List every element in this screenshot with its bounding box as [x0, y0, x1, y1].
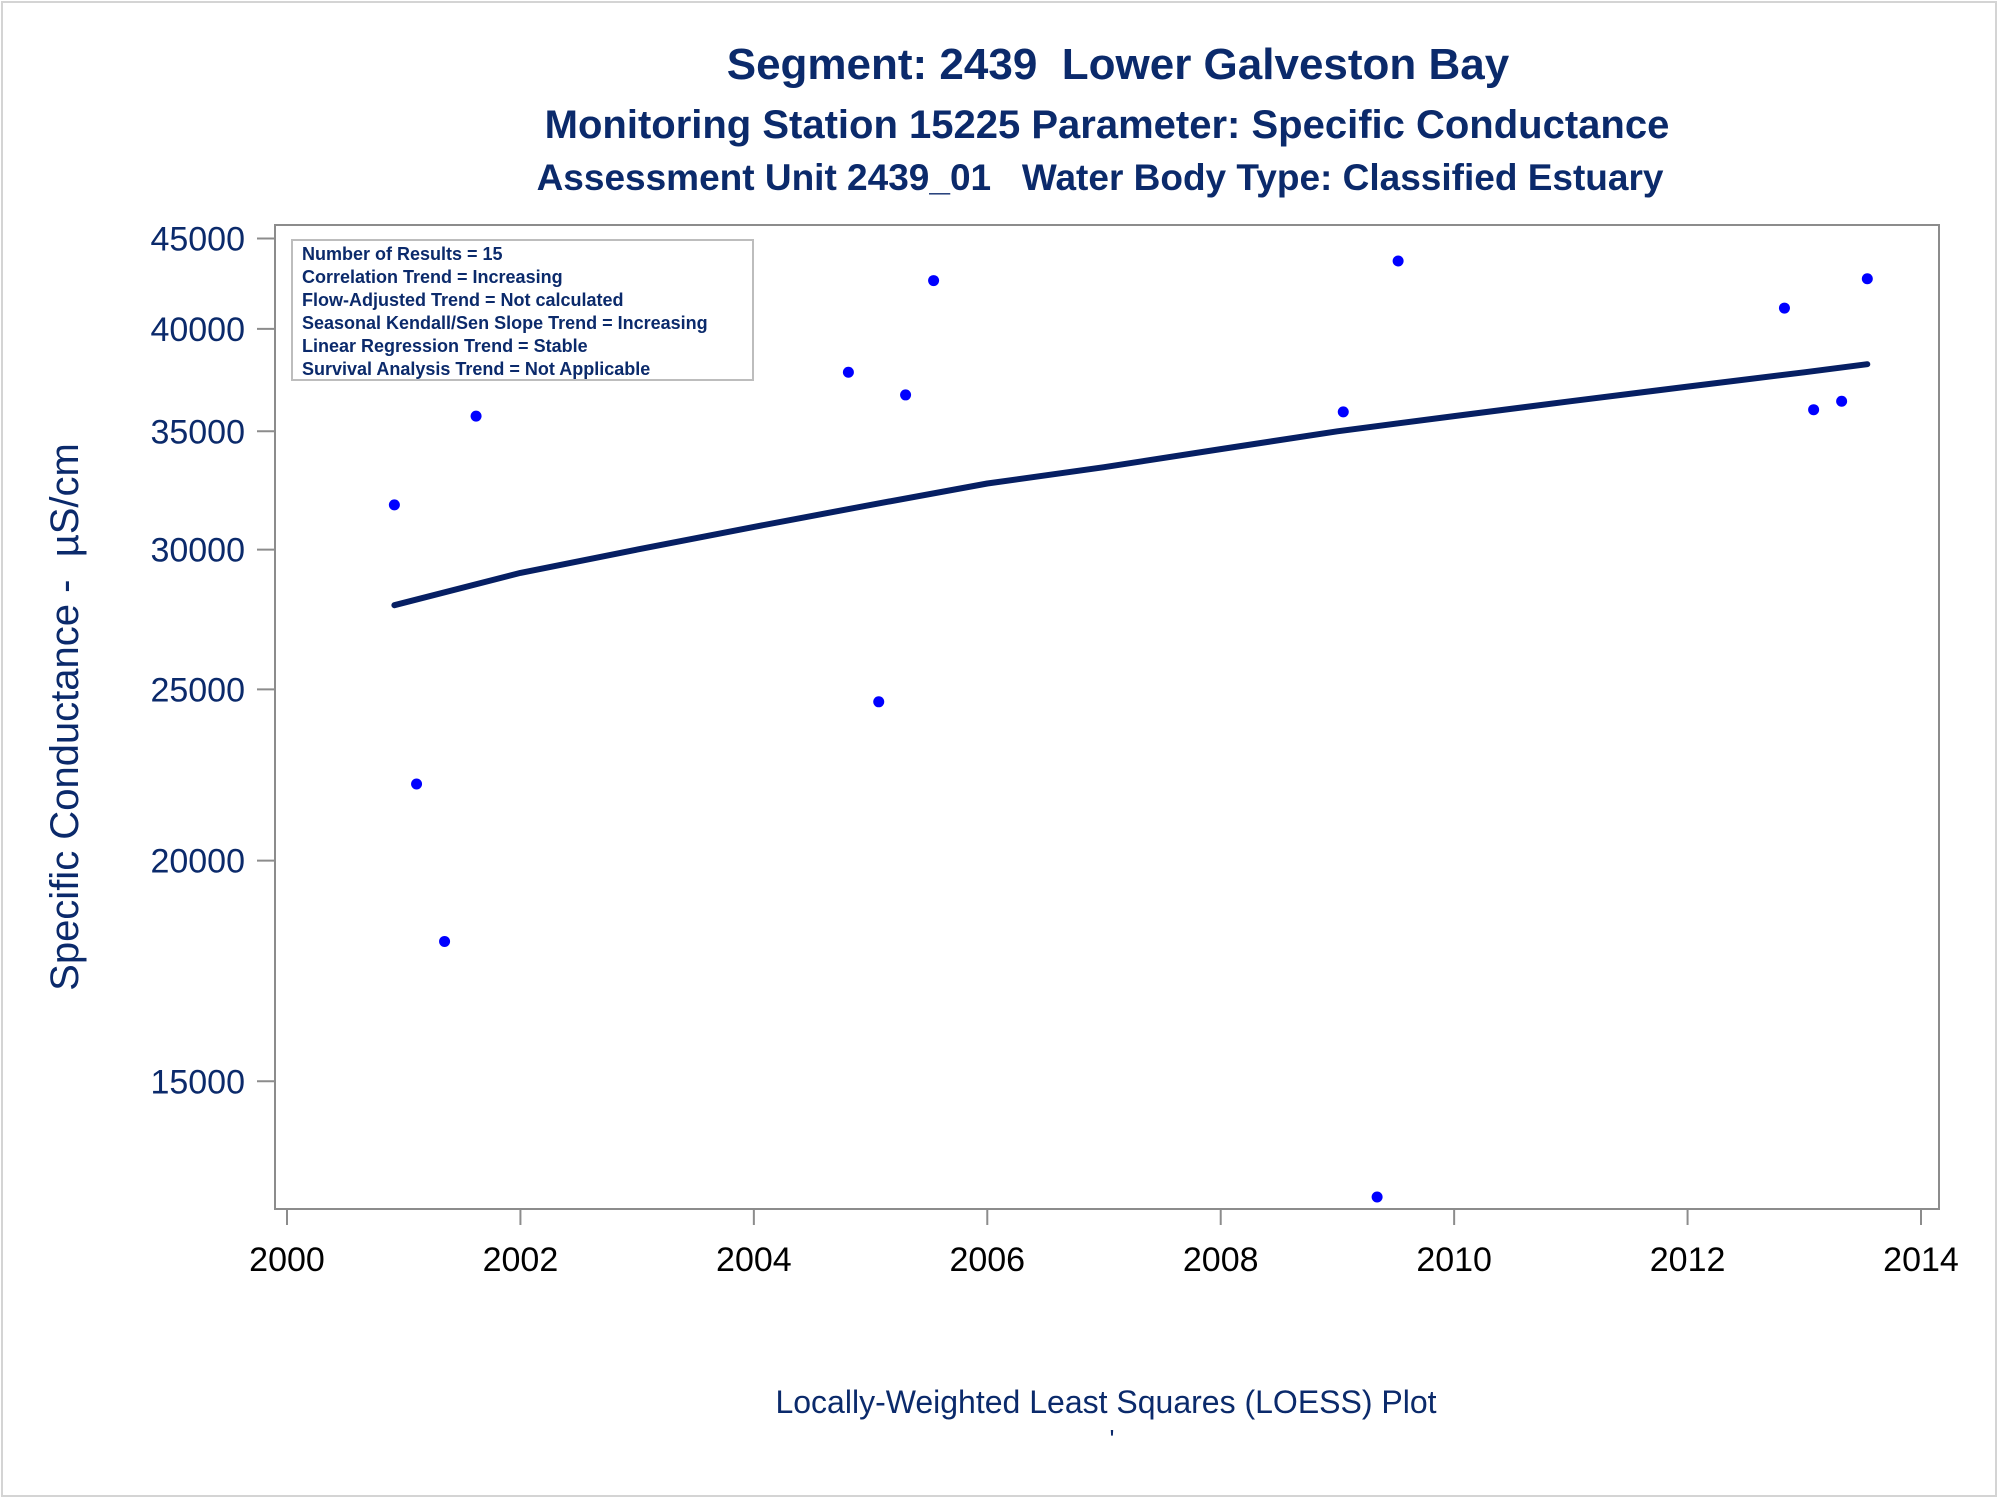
data-point-15: [1861, 273, 1873, 285]
y-tick-label: 25000: [150, 671, 245, 709]
trend-summary-line: Flow-Adjusted Trend = Not calculated: [302, 290, 624, 310]
y-tick-label: 15000: [150, 1063, 245, 1101]
x-tick-label: 2000: [249, 1241, 325, 1279]
chart-subtitle-2: Assessment Unit 2439_01 Water Body Type:…: [537, 157, 1664, 198]
data-point-10: [1371, 1191, 1383, 1203]
trend-summary-line: Survival Analysis Trend = Not Applicable: [302, 359, 650, 379]
x-tick-label: 2008: [1183, 1241, 1259, 1279]
chart-subtitle: Monitoring Station 15225 Parameter: Spec…: [545, 103, 1670, 147]
trend-summary-line: Correlation Trend = Increasing: [302, 267, 563, 287]
y-tick-label: 40000: [150, 311, 245, 349]
y-tick-label: 35000: [150, 413, 245, 451]
x-tick-label: 2014: [1883, 1241, 1959, 1279]
data-point-4: [470, 410, 482, 422]
y-tick-label: 45000: [150, 221, 245, 259]
data-point-3: [439, 935, 451, 947]
data-point-12: [1778, 302, 1790, 314]
data-point-13: [1808, 404, 1820, 416]
x-tick-label: 2002: [483, 1241, 559, 1279]
data-point-5: [842, 366, 854, 378]
data-point-1: [388, 499, 400, 511]
data-point-2: [411, 778, 423, 790]
x-tick-label: 2006: [949, 1241, 1025, 1279]
data-point-9: [1337, 406, 1349, 418]
footnote-mark: ': [1110, 1424, 1115, 1454]
data-point-14: [1836, 395, 1848, 407]
data-point-11: [1392, 255, 1404, 267]
data-point-6: [873, 696, 885, 708]
chart-title: Segment: 2439 Lower Galveston Bay: [727, 40, 1510, 89]
y-axis: 15000 20000 25000 30000 35000 40000 45000: [150, 221, 275, 1101]
x-axis-label: Locally-Weighted Least Squares (LOESS) P…: [775, 1384, 1436, 1420]
trend-summary-line: Number of Results = 15: [302, 244, 503, 264]
trend-summary-line: Seasonal Kendall/Sen Slope Trend = Incre…: [302, 313, 708, 333]
x-tick-label: 2012: [1650, 1241, 1726, 1279]
y-tick-label: 30000: [150, 532, 245, 570]
y-axis-label: Specific Conductance - µS/cm: [43, 443, 87, 991]
x-axis: 2000 2002 2004 2006 2008 2010 2012 2014: [249, 1209, 1959, 1279]
data-point-7: [900, 389, 912, 401]
trend-summary-box: Number of Results = 15 Correlation Trend …: [291, 239, 754, 381]
x-tick-label: 2010: [1416, 1241, 1492, 1279]
data-points: [388, 255, 1873, 1203]
x-tick-label: 2004: [716, 1241, 792, 1279]
trend-summary-line: Linear Regression Trend = Stable: [302, 336, 588, 356]
y-tick-label: 20000: [150, 843, 245, 881]
titles: Segment: 2439 Lower Galveston Bay Monito…: [537, 40, 1670, 198]
trend-summary-border: [291, 239, 754, 381]
plot-area: [274, 224, 1940, 1210]
loess-trend-line: [391, 361, 1871, 609]
data-point-8: [928, 275, 940, 287]
trend-summary-lines: Number of Results = 15 Correlation Trend …: [302, 244, 708, 379]
